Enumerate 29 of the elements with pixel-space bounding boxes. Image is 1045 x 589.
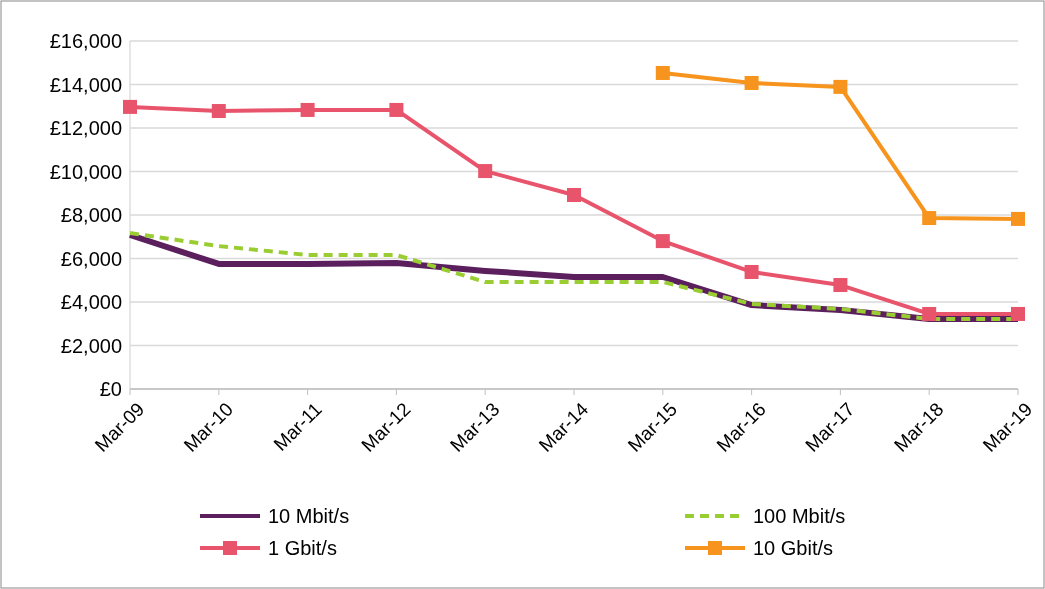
point (1011, 211, 1025, 226)
legend-label: 100 Mbit/s (753, 505, 846, 527)
y-tick-label: £8,000 (60, 204, 122, 226)
point (744, 264, 759, 279)
legend-label: 1 Gbit/s (268, 537, 337, 559)
y-tick-label: £12,000 (49, 117, 122, 139)
point (833, 79, 848, 94)
y-tick-label: £4,000 (60, 291, 122, 313)
point (744, 75, 759, 90)
y-tick-label: £14,000 (49, 73, 122, 96)
point (655, 65, 670, 80)
point (300, 102, 315, 117)
point (922, 211, 937, 226)
point (567, 187, 581, 202)
point (211, 104, 226, 119)
point (833, 278, 848, 293)
y-tick-label: £16,000 (49, 30, 122, 52)
point (655, 234, 670, 249)
point (478, 164, 493, 179)
point (123, 99, 137, 114)
point (922, 306, 937, 321)
legend-label: 10 Gbit/s (753, 537, 834, 559)
legend-label: 10 Mbit/s (268, 505, 350, 527)
y-tick-label: £10,000 (49, 160, 122, 183)
y-tick-label: £0 (99, 378, 122, 400)
y-tick-label: £2,000 (60, 334, 122, 357)
point (1011, 306, 1025, 321)
y-tick-label: £6,000 (60, 247, 122, 270)
point (389, 102, 404, 117)
